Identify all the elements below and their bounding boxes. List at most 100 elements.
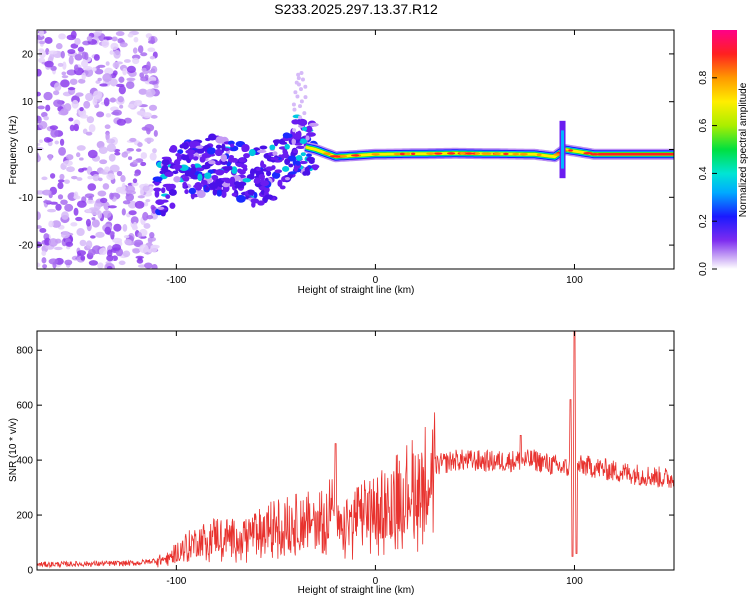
spectrogram-cell <box>121 208 126 216</box>
spectrogram-cell <box>182 176 190 182</box>
spectrogram-cell <box>300 152 306 157</box>
spectrogram-cell <box>282 165 290 172</box>
spectrogram-cell <box>292 107 297 112</box>
spectrogram-cell <box>154 190 160 198</box>
spectrogram-cell <box>295 94 300 99</box>
spectrogram-cell <box>269 144 276 151</box>
spectrogram-cell <box>148 185 154 193</box>
spectrogram-core <box>512 152 520 156</box>
spectrogram-cell <box>106 143 117 153</box>
spectrogram-cell <box>270 157 279 161</box>
spectrogram-cell <box>273 141 279 147</box>
spectrogram-cell <box>241 147 248 153</box>
spectrogram-cell <box>296 76 301 81</box>
spectrogram-cell <box>149 55 156 60</box>
spectrogram-cell <box>143 112 152 119</box>
spectrogram-cell <box>175 164 180 172</box>
spectrogram-core <box>329 155 340 158</box>
spectrogram-cell <box>214 148 223 157</box>
spectrogram-cell <box>222 166 233 171</box>
spectrogram-core <box>521 152 528 156</box>
spectrogram-cell <box>122 67 127 76</box>
spectrogram-cell <box>157 206 165 210</box>
colorbar-tick-label: 0.2 <box>698 214 709 228</box>
spectrogram-cell <box>105 36 113 41</box>
spectrogram-core <box>426 152 435 155</box>
spectrogram-cell <box>211 174 219 181</box>
spectrogram-cell <box>83 68 94 77</box>
spectrogram-core <box>340 154 348 158</box>
chart-title: S233.2025.297.13.37.R12 <box>274 1 438 17</box>
spectrogram-cell <box>165 194 171 199</box>
spectrogram-cell <box>119 104 124 109</box>
colorbar-tick-label: 0.8 <box>698 70 709 84</box>
spectrogram-cell <box>184 189 189 195</box>
spectrogram-cell <box>77 46 85 53</box>
spectrogram-cell <box>247 189 255 196</box>
colorbar-tick-label: 0.0 <box>698 262 709 276</box>
spectrogram-cell <box>196 190 206 198</box>
spectrogram-core <box>399 152 405 156</box>
spectrogram-cell <box>93 54 100 61</box>
spectrogram-cell <box>299 99 304 104</box>
spectrogram-cell <box>60 199 68 205</box>
spectrogram-cell <box>306 132 316 137</box>
spectrogram-cell <box>37 105 45 110</box>
spectrogram-cell <box>73 191 79 199</box>
spectrogram-cell <box>296 72 301 77</box>
spectrogram-cell <box>169 144 178 153</box>
spectrogram-cell <box>71 175 78 180</box>
spectrogram-cell <box>132 159 139 165</box>
spectrogram-cell <box>105 61 110 66</box>
snr-xtick-label: 100 <box>566 576 583 587</box>
colorbar-gradient <box>712 30 737 269</box>
spectrogram-cell <box>136 110 146 116</box>
spectrogram-cell <box>116 170 123 177</box>
spectrogram-cell <box>140 152 148 159</box>
spectrogram-cell <box>117 96 124 103</box>
spectrogram-cell <box>58 147 67 156</box>
spectrogram-cell <box>118 76 125 83</box>
spectrogram-cell <box>122 250 131 258</box>
spectrogram-cell <box>109 97 117 103</box>
spectrogram-cell <box>58 33 66 40</box>
spectrogram-cell <box>90 235 96 239</box>
spectrogram-cell <box>48 258 59 265</box>
spectrogram-cell <box>188 152 194 160</box>
spectrogram-cell <box>118 260 126 266</box>
spectrogram-cell <box>57 194 64 200</box>
spectrogram-cell <box>104 67 114 75</box>
spectrogram-cell <box>258 173 266 180</box>
spectrogram-cell <box>279 185 286 190</box>
spectrogram-xtick-label: 0 <box>373 275 379 286</box>
spectrogram-cell <box>272 151 278 156</box>
spectrogram-cell <box>208 160 216 165</box>
spectrogram-cell <box>68 117 74 122</box>
spectrogram-cell <box>37 115 42 124</box>
spectrogram-cell <box>147 40 156 44</box>
spectrogram-cell <box>291 102 296 107</box>
spectrogram-cell <box>194 167 205 172</box>
spectrogram-cell <box>43 200 52 204</box>
spectrogram-cell <box>302 111 307 116</box>
spectrogram-core <box>493 152 501 156</box>
spectrogram-cell <box>146 61 151 71</box>
spectrogram-cell <box>177 149 184 155</box>
spectrogram-cell <box>292 148 298 154</box>
spectrogram-cell <box>192 156 199 161</box>
spectrogram-cell <box>54 82 62 91</box>
spectrogram-cell <box>39 30 44 37</box>
snr-ytick-label: 800 <box>16 346 33 357</box>
spectrogram-cell <box>277 179 283 187</box>
spectrogram-cell <box>220 177 230 182</box>
spectrogram-cell <box>53 90 60 96</box>
spectrogram-cell <box>67 87 76 91</box>
spectrogram-cell <box>118 85 126 95</box>
spectrogram-cell <box>109 164 120 173</box>
spectrogram-cell <box>74 37 81 45</box>
spectrogram-cell <box>37 211 41 221</box>
spectrogram-cell <box>111 111 120 116</box>
spectrogram-cell <box>160 199 169 203</box>
spectrogram-cell <box>46 208 57 213</box>
spectrogram-cell <box>63 160 73 167</box>
